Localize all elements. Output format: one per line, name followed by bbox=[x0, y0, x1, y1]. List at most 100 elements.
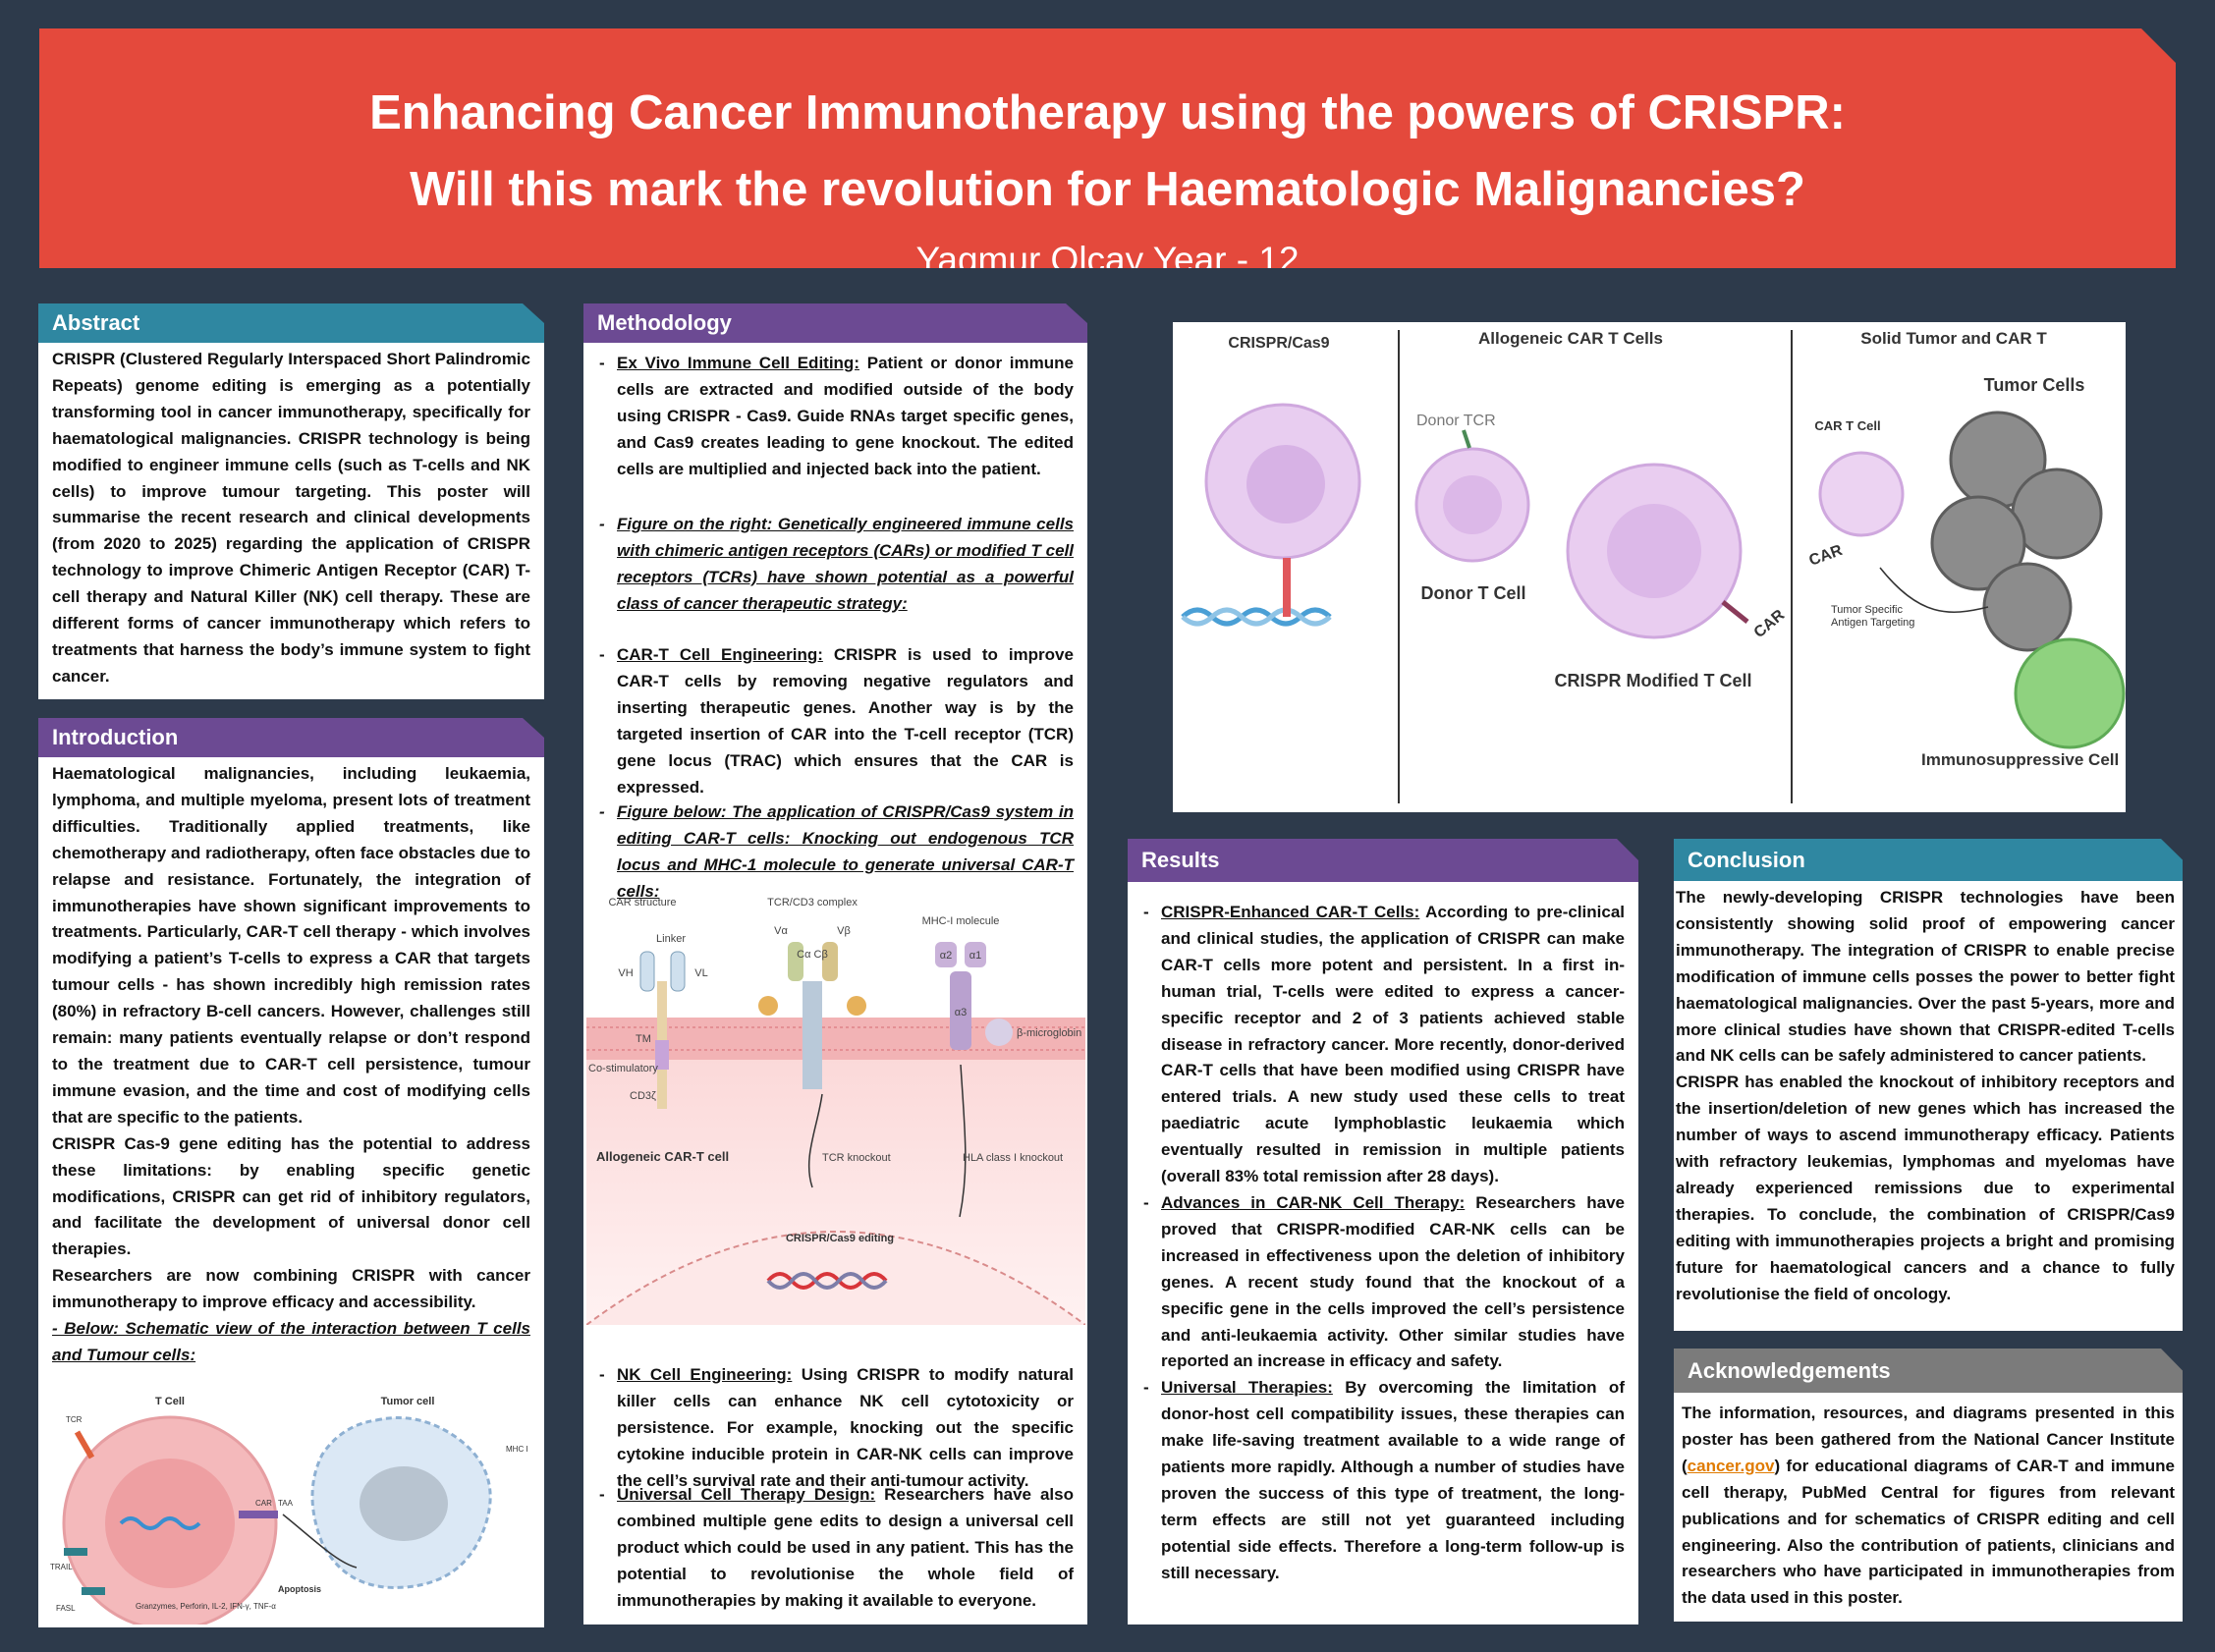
dna bbox=[1181, 607, 1332, 627]
a3 bbox=[950, 971, 971, 1050]
label: Donor TCR bbox=[1416, 413, 1496, 429]
label: CD3ζ bbox=[630, 1090, 656, 1102]
tcr bbox=[1462, 429, 1471, 449]
text: ) for educational diagrams of CAR-T and … bbox=[1682, 1456, 2175, 1608]
a2 bbox=[935, 942, 957, 967]
label: Donor T Cell bbox=[1421, 583, 1526, 603]
label: Linker bbox=[656, 933, 686, 945]
label: α1 bbox=[969, 950, 981, 962]
section-heading: Methodology bbox=[583, 303, 1087, 343]
label: Allogeneic CAR-T cell bbox=[596, 1149, 729, 1164]
car bbox=[239, 1511, 278, 1518]
bullet: CRISPR-Enhanced CAR-T Cells: According t… bbox=[1141, 900, 1625, 1190]
label: Apoptosis bbox=[278, 1584, 321, 1594]
dna bbox=[119, 1516, 201, 1530]
label: Immunosuppressive Cell bbox=[1921, 750, 2119, 769]
title: Will this mark the revolution for Haemat… bbox=[410, 163, 1805, 216]
label: α2 bbox=[940, 950, 952, 962]
cd3-chain bbox=[758, 996, 778, 1016]
label: Vβ bbox=[837, 925, 851, 937]
label: TCR bbox=[66, 1415, 83, 1424]
guide-rna bbox=[1283, 558, 1291, 617]
figure-note: Figure below: The application of CRISPR/… bbox=[597, 799, 1074, 906]
arrow bbox=[959, 1064, 967, 1218]
label: TAA bbox=[278, 1499, 294, 1508]
label: Cα Cβ bbox=[797, 949, 828, 961]
tumor-nucleus bbox=[360, 1466, 448, 1541]
tcr-a bbox=[788, 942, 803, 981]
text: Researchers have proved that CRISPR-modi… bbox=[1161, 1192, 1625, 1371]
vh bbox=[639, 951, 655, 992]
text: Patient or donor immune cells are extrac… bbox=[617, 354, 1074, 478]
label: VL bbox=[694, 967, 707, 979]
label: T Cell bbox=[155, 1396, 185, 1407]
car-t-cell bbox=[1818, 451, 1905, 537]
paragraph: Researchers are now combining CRISPR wit… bbox=[52, 1266, 530, 1312]
label: Tumor Cells bbox=[1984, 375, 2085, 395]
section-heading: Conclusion bbox=[1674, 839, 2183, 881]
label: CRISPR/Cas9 editing bbox=[786, 1233, 894, 1244]
label: Co-stimulatory bbox=[588, 1063, 658, 1074]
link[interactable]: cancer.gov bbox=[1687, 1456, 1775, 1475]
nucleus bbox=[1607, 504, 1701, 598]
introduction-body: Haematological malignancies, including l… bbox=[38, 757, 544, 1627]
label: Tumor cell bbox=[381, 1396, 435, 1407]
b2m bbox=[985, 1019, 1013, 1046]
text: The information, resources, and diagrams… bbox=[1682, 1404, 2175, 1475]
label: HLA class I knockout bbox=[963, 1152, 1063, 1164]
cd3 bbox=[803, 981, 822, 1089]
paragraph: CRISPR Cas-9 gene editing has the potent… bbox=[52, 1133, 530, 1259]
paragraph: CRISPR (Clustered Regularly Interspaced … bbox=[52, 350, 530, 686]
costim-domain bbox=[655, 1040, 669, 1070]
cd3-chain bbox=[847, 996, 866, 1016]
arrow bbox=[282, 1514, 358, 1569]
car bbox=[1721, 600, 1749, 624]
acknowledgements-body: The information, resources, and diagrams… bbox=[1674, 1393, 2183, 1622]
car-t-editing-figure: CAR structure TCR/CD3 complex MHC-I mole… bbox=[586, 897, 1085, 1325]
lead: Universal Therapies: bbox=[1161, 1378, 1333, 1398]
immunosuppressive-cell bbox=[2014, 637, 2126, 749]
figure-note: Figure on the right: Genetically enginee… bbox=[597, 512, 1074, 618]
bullet: Universal Therapies: By overcoming the l… bbox=[1141, 1375, 1625, 1586]
label: TM bbox=[636, 1033, 651, 1045]
tcr-b bbox=[822, 942, 838, 981]
abstract-body: CRISPR (Clustered Regularly Interspaced … bbox=[38, 343, 544, 699]
label: Vα bbox=[774, 925, 788, 937]
tcr bbox=[74, 1430, 95, 1459]
dna bbox=[1181, 607, 1332, 627]
label: Solid Tumor and CAR T bbox=[1860, 329, 2047, 348]
a1 bbox=[965, 942, 986, 967]
label: Allogeneic CAR T Cells bbox=[1478, 329, 1663, 348]
title: Enhancing Cancer Immunotherapy using the… bbox=[369, 86, 1846, 139]
label: CRISPR/Cas9 bbox=[1228, 335, 1329, 352]
lead: Advances in CAR-NK Cell Therapy: bbox=[1161, 1192, 1466, 1212]
text: Researchers have also combined multiple … bbox=[617, 1485, 1074, 1610]
text: According to pre-clinical and clinical s… bbox=[1161, 903, 1626, 1186]
label: TCR/CD3 complex bbox=[767, 897, 858, 909]
methodology-body: Ex Vivo Immune Cell Editing: Patient or … bbox=[583, 343, 1087, 1624]
lead: Universal Cell Therapy Design: bbox=[617, 1485, 876, 1504]
lead: CAR-T Cell Engineering: bbox=[617, 645, 823, 664]
nucleus bbox=[1443, 475, 1502, 534]
arrow bbox=[1879, 567, 1989, 613]
label: CAR T Cell bbox=[1814, 418, 1880, 433]
lead: NK Cell Engineering: bbox=[617, 1365, 793, 1384]
paragraph: CRISPR has enabled the knockout of inhib… bbox=[1676, 1073, 2175, 1303]
author: Yagmur Olcay Year - 12 bbox=[915, 240, 1300, 280]
section-heading: Results bbox=[1128, 839, 1638, 882]
text: By overcoming the limitation of donor-ho… bbox=[1161, 1378, 1625, 1582]
label: β-microglobin bbox=[1017, 1027, 1081, 1039]
label: CRISPR Modified T Cell bbox=[1554, 671, 1751, 690]
label: Tumor Specific bbox=[1831, 604, 1903, 616]
bullet: CAR-T Cell Engineering: CRISPR is used t… bbox=[597, 642, 1074, 800]
label: TCR knockout bbox=[822, 1152, 891, 1164]
dna bbox=[766, 1272, 888, 1290]
label: MHC I bbox=[506, 1445, 528, 1454]
conclusion-body: The newly-developing CRISPR technologies… bbox=[1674, 881, 2183, 1331]
label: Granzymes, Perforin, IL-2, IFN-γ, TNF-α bbox=[136, 1602, 276, 1611]
paragraph: The newly-developing CRISPR technologies… bbox=[1676, 888, 2175, 1066]
car-t-overview-figure: CRISPR/Cas9 Allogeneic CAR T Cells Solid… bbox=[1173, 322, 2126, 812]
nucleus bbox=[105, 1459, 235, 1588]
bullet: Universal Cell Therapy Design: Researche… bbox=[597, 1482, 1074, 1615]
results-body: CRISPR-Enhanced CAR-T Cells: According t… bbox=[1128, 882, 1638, 1624]
